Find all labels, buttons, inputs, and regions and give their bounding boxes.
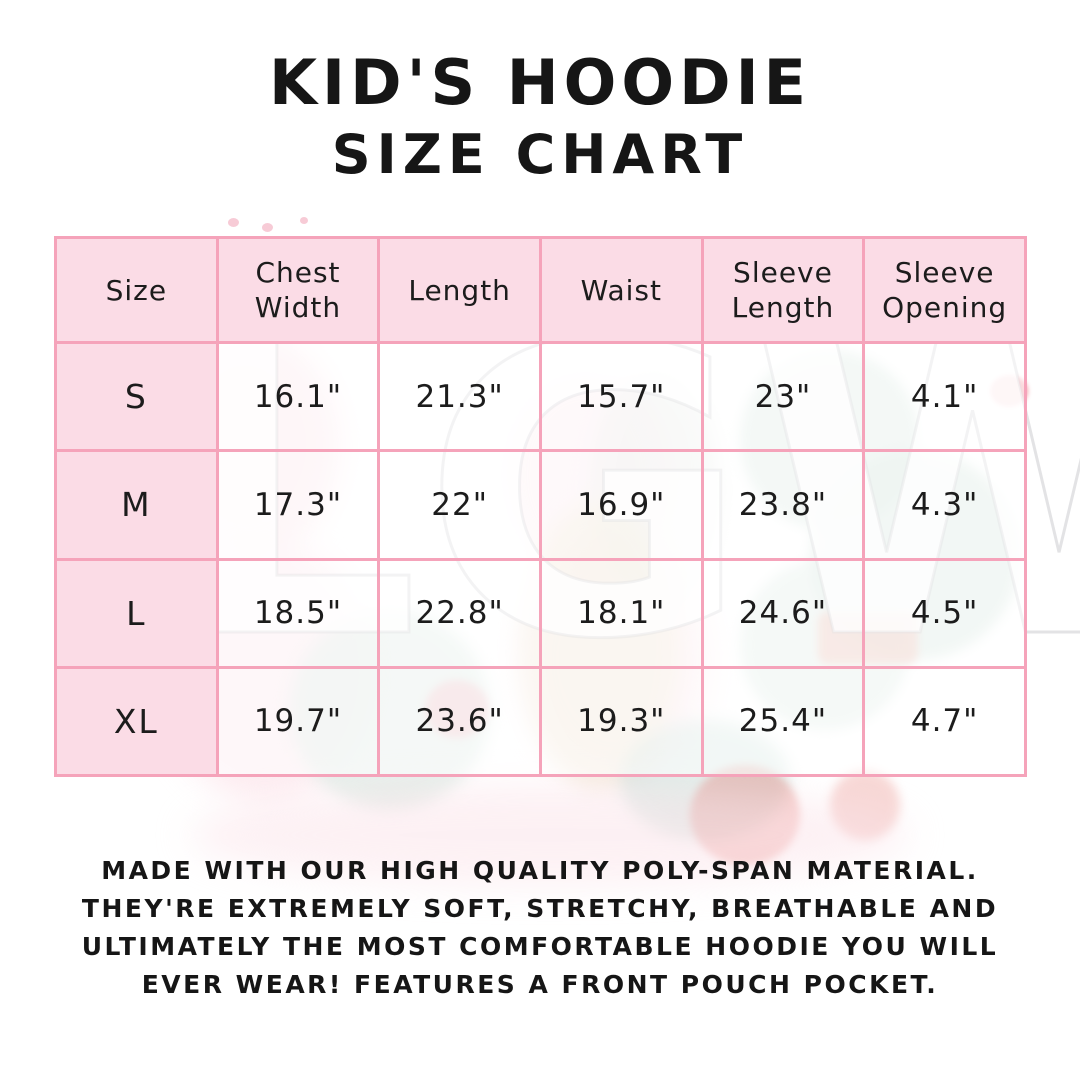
sleeve-length: 25.4" bbox=[700, 665, 866, 778]
watercolor-speck bbox=[228, 218, 239, 227]
title-size-chart-label: SIZE CHART bbox=[331, 123, 749, 186]
watercolor-bottom-wash bbox=[190, 785, 910, 885]
size-label: XL bbox=[54, 665, 219, 778]
sleeve-opening: 4.3" bbox=[862, 449, 1027, 561]
length: 22.8" bbox=[377, 557, 542, 669]
table-header-row: Size Chest Width Length Waist Sleeve Len… bbox=[54, 236, 1027, 344]
description-line: EVER WEAR! FEATURES A FRONT POUCH POCKET… bbox=[141, 970, 939, 999]
size-chart-table: Size Chest Width Length Waist Sleeve Len… bbox=[54, 236, 1027, 778]
header-sleeve-opening: Sleeve Opening bbox=[862, 236, 1027, 344]
size-label: S bbox=[54, 340, 219, 453]
description-line: THEY'RE EXTREMELY SOFT, STRETCHY, BREATH… bbox=[81, 894, 999, 923]
length: 22" bbox=[377, 449, 542, 561]
description-line: MADE WITH OUR HIGH QUALITY POLY-SPAN MAT… bbox=[101, 856, 979, 885]
length: 21.3" bbox=[377, 340, 542, 453]
waist: 16.9" bbox=[538, 449, 704, 561]
watercolor-speck bbox=[300, 217, 308, 224]
title-product-name: KID'S HOODIE bbox=[269, 46, 811, 119]
size-label: M bbox=[54, 449, 219, 561]
chest-width: 16.1" bbox=[215, 340, 381, 453]
material-description: MADE WITH OUR HIGH QUALITY POLY-SPAN MAT… bbox=[0, 852, 1080, 1004]
waist: 15.7" bbox=[538, 340, 704, 453]
table-row-s: S 16.1" 21.3" 15.7" 23" 4.1" bbox=[54, 340, 1027, 453]
size-label: L bbox=[54, 557, 219, 669]
watercolor-speck bbox=[262, 223, 273, 232]
sleeve-opening: 4.1" bbox=[862, 340, 1027, 453]
sleeve-length: 24.6" bbox=[700, 557, 866, 669]
header-waist: Waist bbox=[538, 236, 704, 344]
waist: 18.1" bbox=[538, 557, 704, 669]
sleeve-opening: 4.7" bbox=[862, 665, 1027, 778]
table-row-xl: XL 19.7" 23.6" 19.3" 25.4" 4.7" bbox=[54, 665, 1027, 778]
chest-width: 18.5" bbox=[215, 557, 381, 669]
sleeve-length: 23" bbox=[700, 340, 866, 453]
sleeve-opening: 4.5" bbox=[862, 557, 1027, 669]
chest-width: 19.7" bbox=[215, 665, 381, 778]
header-length: Length bbox=[377, 236, 542, 344]
header-chest-width: Chest Width bbox=[215, 236, 381, 344]
table-row-m: M 17.3" 22" 16.9" 23.8" 4.3" bbox=[54, 449, 1027, 561]
table-row-l: L 18.5" 22.8" 18.1" 24.6" 4.5" bbox=[54, 557, 1027, 669]
description-line: ULTIMATELY THE MOST COMFORTABLE HOODIE Y… bbox=[81, 932, 999, 961]
waist: 19.3" bbox=[538, 665, 704, 778]
header-size: Size bbox=[54, 236, 219, 344]
sleeve-length: 23.8" bbox=[700, 449, 866, 561]
chest-width: 17.3" bbox=[215, 449, 381, 561]
page-title: KID'S HOODIE SIZE CHART bbox=[0, 46, 1080, 186]
length: 23.6" bbox=[377, 665, 542, 778]
header-sleeve-length: Sleeve Length bbox=[700, 236, 866, 344]
